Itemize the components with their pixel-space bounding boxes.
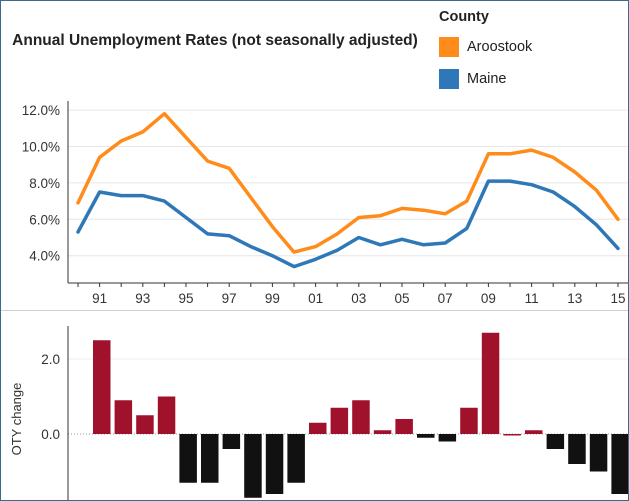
series-line-aroostook bbox=[76, 111, 620, 254]
bar-y-tick-label: 0.0 bbox=[41, 427, 60, 442]
oty-bar bbox=[179, 434, 197, 483]
oty-bar bbox=[157, 396, 176, 434]
panel-divider bbox=[1, 310, 628, 311]
oty-bar bbox=[568, 434, 586, 464]
oty-bar bbox=[201, 434, 219, 483]
line-y-tick-label: 4.0% bbox=[29, 249, 60, 264]
oty-bar bbox=[352, 400, 370, 434]
bar-y-axis-label: OTY change bbox=[9, 383, 24, 456]
line-x-tick-label: 09 bbox=[481, 291, 496, 306]
oty-bar bbox=[417, 434, 435, 438]
line-x-tick-label: 91 bbox=[92, 291, 107, 306]
legend-title: County bbox=[439, 9, 489, 25]
bar-y-tick-label: 2.0 bbox=[41, 352, 60, 367]
chart-title: Annual Unemployment Rates (not seasonall… bbox=[12, 32, 418, 49]
legend-label-maine: Maine bbox=[467, 71, 507, 87]
oty-bar bbox=[373, 430, 392, 434]
oty-bar bbox=[481, 332, 500, 434]
oty-bar bbox=[287, 434, 305, 483]
legend-label-aroostook: Aroostook bbox=[467, 39, 533, 55]
line-x-tick-label: 01 bbox=[308, 291, 323, 306]
oty-bar bbox=[611, 434, 628, 494]
oty-bar bbox=[525, 430, 543, 434]
line-x-tick-label: 05 bbox=[394, 291, 409, 306]
oty-bar bbox=[589, 434, 608, 472]
oty-bar bbox=[265, 434, 284, 494]
oty-bar bbox=[395, 419, 413, 434]
line-x-tick-label: 13 bbox=[567, 291, 582, 306]
line-x-tick-label: 97 bbox=[222, 291, 237, 306]
line-x-tick-label: 11 bbox=[525, 291, 539, 306]
legend-swatch-maine bbox=[439, 69, 459, 89]
oty-bar bbox=[222, 434, 241, 449]
line-x-tick-label: 07 bbox=[438, 291, 453, 306]
line-x-tick-label: 15 bbox=[610, 291, 625, 306]
oty-bar bbox=[438, 434, 457, 442]
oty-bar bbox=[546, 434, 565, 449]
oty-bar bbox=[330, 407, 349, 434]
line-y-tick-label: 6.0% bbox=[29, 212, 60, 227]
oty-bar bbox=[93, 340, 111, 434]
oty-bar bbox=[309, 422, 327, 434]
series-line-maine bbox=[76, 179, 620, 269]
oty-bar bbox=[460, 407, 478, 434]
line-x-tick-label: 93 bbox=[135, 291, 150, 306]
legend-item-aroostook[interactable]: Aroostook bbox=[439, 35, 532, 59]
oty-bar bbox=[244, 434, 262, 498]
line-y-tick-label: 12.0% bbox=[22, 103, 60, 118]
oty-bar bbox=[136, 415, 154, 434]
oty-bar bbox=[503, 434, 521, 436]
line-x-tick-label: 95 bbox=[178, 291, 193, 306]
oty-bar bbox=[114, 400, 133, 434]
legend-item-maine[interactable]: Maine bbox=[439, 67, 532, 91]
line-y-tick-label: 8.0% bbox=[29, 176, 60, 191]
line-x-tick-label: 99 bbox=[265, 291, 280, 306]
line-y-tick-label: 10.0% bbox=[22, 140, 60, 155]
line-x-tick-label: 03 bbox=[351, 291, 366, 306]
legend: County Aroostook Maine bbox=[439, 9, 532, 99]
legend-swatch-aroostook bbox=[439, 37, 459, 57]
